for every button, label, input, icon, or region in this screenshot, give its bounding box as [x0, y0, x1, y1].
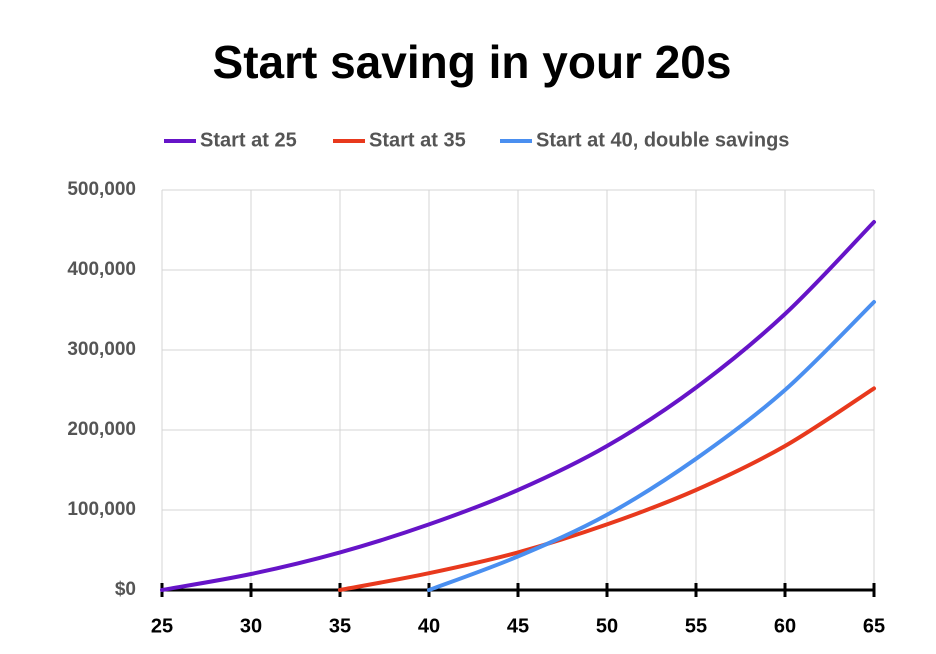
y-tick-label: 400,000 — [67, 259, 136, 280]
x-tick-label: 60 — [774, 615, 796, 637]
chart-title: Start saving in your 20s — [213, 36, 732, 88]
x-tick-label: 40 — [418, 615, 440, 637]
x-tick-label: 45 — [507, 615, 529, 637]
y-tick-label: 500,000 — [67, 179, 136, 200]
series-line — [160, 220, 876, 592]
x-tick-label: 30 — [240, 615, 262, 637]
y-tick-label: 300,000 — [67, 339, 136, 360]
y-tick-label: $0 — [115, 579, 136, 600]
x-tick-label: 50 — [596, 615, 618, 637]
legend-label: Start at 40, double savings — [536, 129, 789, 151]
x-tick-label: 55 — [685, 615, 707, 637]
legend-label: Start at 35 — [369, 129, 466, 151]
y-tick-label: 100,000 — [67, 499, 136, 520]
x-tick-label: 35 — [329, 615, 351, 637]
x-tick-label: 65 — [863, 615, 885, 637]
y-tick-label: 200,000 — [67, 419, 136, 440]
x-tick-label: 25 — [151, 615, 173, 637]
legend-label: Start at 25 — [200, 129, 297, 151]
series-line — [338, 386, 876, 592]
series-line — [427, 300, 876, 592]
